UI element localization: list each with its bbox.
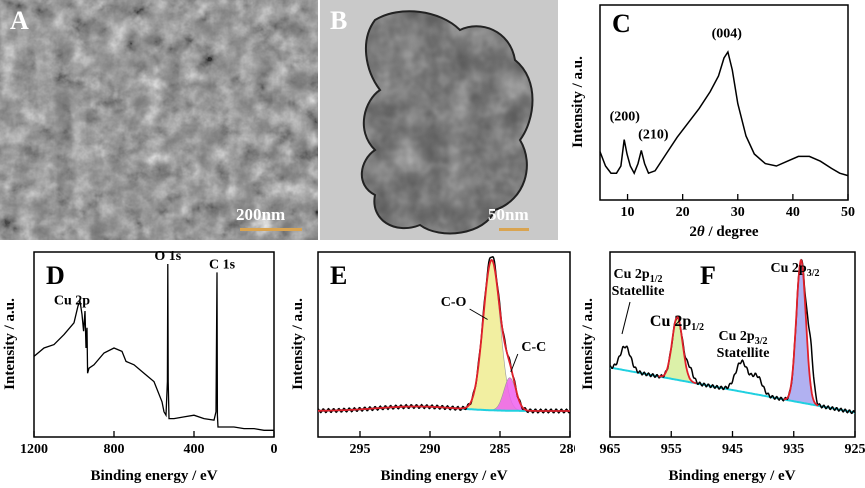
annotation: (210) <box>638 127 669 142</box>
x-tick-label: 20 <box>676 205 690 220</box>
annotation: C 1s <box>209 257 236 272</box>
annotation: Cu 2p3/2 <box>771 261 820 279</box>
annotation: Cu 2p3/2 <box>719 329 768 347</box>
annotation-leader <box>621 301 631 335</box>
annotation-leader <box>469 308 488 320</box>
fit-component <box>318 259 570 412</box>
xrd-curve <box>599 50 849 177</box>
raw-curve <box>609 258 856 415</box>
raw-curve <box>317 256 571 414</box>
annotation: Statellite <box>612 284 665 299</box>
sem-image: A 200nm <box>0 0 318 240</box>
xps-survey-chart: D 1200 800 400 0 Cu 2p O 1s C 1s Intensity / … <box>2 249 278 484</box>
annotation-leader <box>510 353 519 373</box>
annotation: (004) <box>712 27 743 42</box>
scalebar-label-a: 200nm <box>236 205 286 224</box>
x-tick-label: 10 <box>621 205 635 220</box>
annotation: Cu 2p <box>54 293 90 308</box>
x-tick-label: 955 <box>661 442 682 457</box>
x-axis-label: 2θ / degree <box>689 224 759 240</box>
x-axis-label: Binding energy / eV <box>90 468 217 484</box>
annotation: (200) <box>610 109 641 124</box>
plot-frame <box>317 251 571 438</box>
scalebar-label-b: 50nm <box>488 205 529 224</box>
x-axis-label: Binding energy / eV <box>668 468 795 484</box>
fit-component <box>610 260 855 413</box>
x-tick-label: 40 <box>786 205 800 220</box>
panel-label-a: A <box>10 6 29 35</box>
fit-peak-outline <box>783 259 819 407</box>
x-tick-label: 800 <box>104 442 125 457</box>
survey-curve <box>33 263 274 431</box>
x-tick-label: 925 <box>845 442 865 457</box>
panel-label-b: B <box>330 6 348 35</box>
x-tick-label: 1200 <box>20 442 48 457</box>
scalebar-b <box>499 228 529 231</box>
x-tick-label: 965 <box>600 442 621 457</box>
fit-peak-outline <box>658 315 697 385</box>
x-tick-label: 285 <box>490 442 511 457</box>
y-axis-label: Intensity / a.u. <box>2 298 18 390</box>
x-tick-label: 30 <box>731 205 745 220</box>
x-axis-label: Binding energy / eV <box>380 468 507 484</box>
x-tick-label: 945 <box>722 442 743 457</box>
annotation: O 1s <box>154 249 181 264</box>
baseline-curve <box>609 366 856 414</box>
panel-label-f: F <box>700 261 716 290</box>
x-tick-label: 935 <box>783 442 804 457</box>
x-tick-label: 400 <box>184 442 205 457</box>
scalebar-a <box>240 228 302 231</box>
panel-label-c: C <box>612 9 631 38</box>
xrd-chart: C 10 20 30 40 50 (200) (210) (004) Intensity /… <box>570 4 855 240</box>
x-tick-label: 50 <box>841 205 855 220</box>
y-axis-label: Intensity / a.u. <box>290 298 306 390</box>
x-tick-label: 295 <box>350 442 371 457</box>
annotation: C-C <box>521 340 546 355</box>
x-tick-label: 0 <box>271 442 278 457</box>
plot-frame <box>33 251 275 438</box>
fit-component <box>318 377 570 412</box>
y-axis-label: Intensity / a.u. <box>570 56 586 148</box>
xps-c1s-chart: E 295 290 285 280 C-O C-C Intensity / a.u. B… <box>290 251 576 484</box>
x-tick-label: 290 <box>420 442 441 457</box>
annotation: Statellite <box>717 346 770 361</box>
annotation: C-O <box>441 295 467 310</box>
y-axis-label: Intensity / a.u. <box>580 298 596 390</box>
annotation: Cu 2p1/2 <box>614 267 663 285</box>
annotation: Cu 2p1/2 <box>650 313 704 333</box>
x-tick-label: 280 <box>560 442 576 457</box>
panel-label-e: E <box>330 261 347 290</box>
tem-image: B 50nm <box>320 0 558 240</box>
plot-frame <box>599 4 849 201</box>
panel-label-d: D <box>46 261 65 290</box>
fit-envelope <box>318 258 570 412</box>
